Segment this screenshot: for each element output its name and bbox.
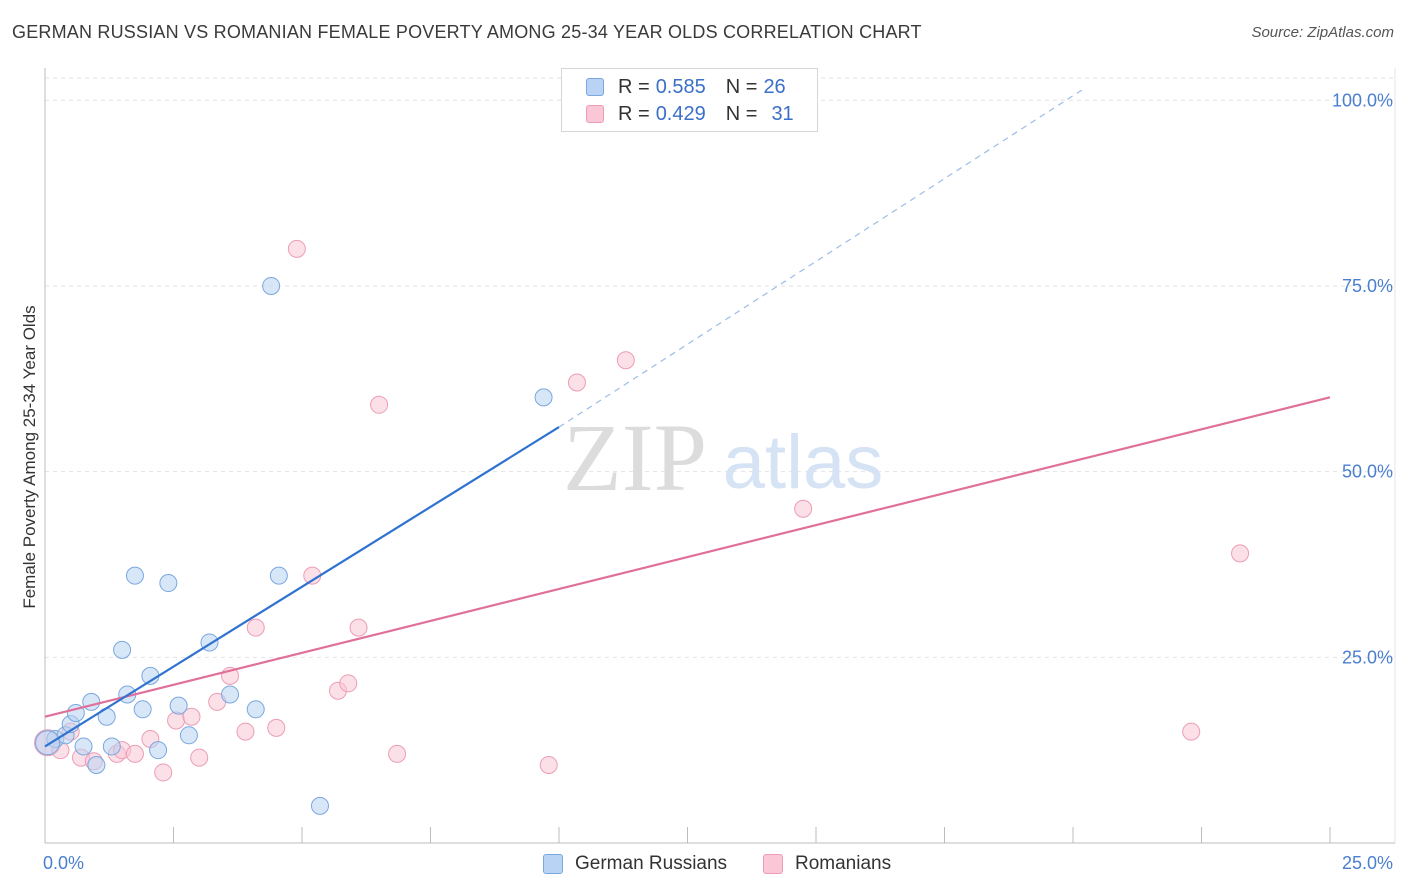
german-russians-points [35, 276, 553, 815]
legend-item-german-russians[interactable]: German Russians [543, 852, 727, 876]
n-label: N = [725, 75, 758, 98]
romanians-point [1182, 722, 1201, 741]
romanians-point [190, 748, 209, 767]
romanians-point [370, 395, 389, 414]
german-russians-point [310, 796, 329, 815]
legend-item-romanians[interactable]: Romanians [763, 852, 891, 876]
axes [44, 68, 1395, 844]
legend-label: German Russians [575, 853, 728, 874]
r-value: 0.429 [655, 102, 706, 125]
german-russians-swatch [586, 78, 604, 96]
n-label: N = [725, 102, 758, 125]
german-russians-point [149, 741, 168, 760]
german-russians-point [179, 726, 198, 745]
y-tick-label: 50.0% [1342, 462, 1393, 482]
romanians-swatch [586, 105, 604, 123]
german-russians-point [87, 756, 106, 775]
source-label: Source: ZipAtlas.com [1251, 24, 1394, 41]
r-label: R = [618, 75, 650, 98]
german-russians-point [221, 685, 240, 704]
german-russians-point [102, 737, 121, 756]
y-tick-label: 75.0% [1342, 276, 1393, 296]
x-tick-label: 25.0% [1342, 853, 1393, 873]
stats-row-romanians: R = 0.429 N = 31 [586, 102, 794, 126]
german-russians-point [133, 700, 152, 719]
german-russians-point [74, 737, 93, 756]
trend-lines [44, 88, 1331, 748]
n-value: 26 [763, 75, 786, 98]
x-tick-label: 0.0% [43, 853, 84, 873]
romanians-point [567, 373, 586, 392]
romanians-point [182, 707, 201, 726]
r-label: R = [618, 102, 650, 125]
german-russians-trend-extension [558, 88, 1084, 428]
chart-title: GERMAN RUSSIAN VS ROMANIAN FEMALE POVERT… [12, 22, 922, 42]
romanians-point [246, 618, 265, 637]
romanians-point [539, 756, 558, 775]
german-russians-point [269, 566, 288, 585]
y-tick-label: 100.0% [1332, 90, 1393, 110]
legend-label: Romanians [795, 853, 892, 874]
german-russians-point [159, 574, 178, 593]
german-russians-point [246, 700, 265, 719]
german-russians-point [534, 388, 553, 407]
romanians-point [125, 744, 144, 763]
romanians-trend-line [44, 396, 1331, 718]
romanians-point [167, 711, 186, 730]
watermark-zip: ZIP [563, 404, 707, 511]
german-russians-point [262, 276, 281, 295]
romanians-point [267, 718, 286, 737]
german-russians-point [125, 566, 144, 585]
y-tick-label: 25.0% [1342, 647, 1393, 667]
romanians-point [1231, 544, 1250, 563]
axis-tick-labels: 25.0% 50.0% 75.0% 100.0% 0.0% 25.0% [43, 90, 1393, 873]
romanians-point [388, 744, 407, 763]
romanians-legend-swatch [763, 854, 783, 874]
romanians-point [616, 351, 635, 370]
german-russians-point [35, 730, 61, 756]
y-axis-label: Female Poverty Among 25-34 Year Olds [20, 305, 39, 608]
stats-legend: R = 0.585 N = 26 R = 0.429 N = 31 [561, 68, 818, 132]
romanians-point [236, 722, 255, 741]
r-value: 0.585 [655, 75, 706, 98]
german-russians-trend-line [44, 426, 560, 748]
watermark-atlas: atlas [723, 420, 884, 505]
romanians-point [349, 618, 368, 637]
german-russians-point [169, 696, 188, 715]
german-russians-legend-swatch [543, 854, 563, 874]
romanians-point [154, 763, 173, 782]
german-russians-point [113, 640, 132, 659]
n-value: 31 [771, 102, 794, 125]
romanians-point [339, 674, 358, 693]
romanians-point [287, 239, 306, 258]
romanians-point [794, 499, 813, 518]
stats-row-german-russians: R = 0.585 N = 26 [586, 75, 786, 99]
